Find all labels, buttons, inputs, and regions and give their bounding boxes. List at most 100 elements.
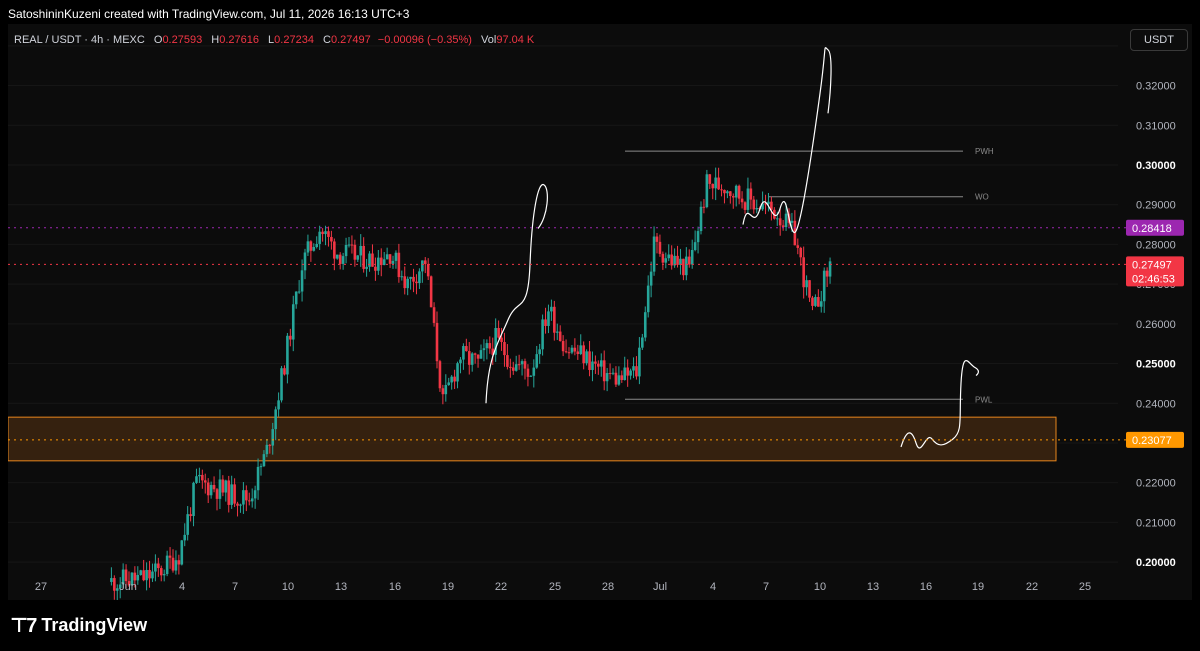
candle-body [491, 348, 495, 355]
candle-body [805, 280, 808, 288]
candle-body [470, 353, 474, 365]
candle-body [673, 255, 676, 266]
candle-body [538, 349, 541, 355]
candle-body [151, 571, 154, 579]
candle-body [685, 256, 688, 276]
candle-body [118, 584, 122, 589]
candle-body [312, 246, 316, 251]
candle-body [591, 361, 594, 370]
candle-body [127, 581, 131, 586]
candle-body [374, 266, 377, 271]
low-value: 0.27234 [274, 34, 314, 46]
candle-body [558, 331, 562, 342]
candle-body [465, 346, 468, 352]
candle-body [720, 189, 723, 191]
candle-body [711, 183, 715, 189]
candle-body [400, 276, 404, 278]
candle-body [500, 337, 503, 343]
candle-body [485, 343, 489, 349]
candle-body [444, 384, 448, 395]
candle-body [154, 563, 157, 572]
candle-body [426, 264, 430, 277]
candle-body [409, 276, 412, 279]
volume-label: Vol [481, 34, 497, 46]
symbol-info[interactable]: REAL / USDT · 4h · MEXC [14, 34, 145, 46]
candle-body [309, 241, 313, 251]
candle-body [110, 578, 113, 582]
candle-body [157, 563, 160, 569]
volume-value: 97.04 K [496, 34, 535, 46]
candle-body [250, 498, 254, 502]
time-tick-label: 7 [763, 581, 769, 593]
candle-body [300, 270, 304, 292]
candle-body [274, 409, 277, 430]
price-tags: 0.28418 0.27497 02:46:53 0.23077 [1126, 219, 1184, 448]
price-tick-label: 0.31000 [1136, 120, 1176, 132]
time-tick-label: 4 [179, 581, 185, 593]
candle-body [811, 297, 814, 306]
currency-button[interactable]: USDT [1130, 29, 1188, 51]
level-label-pwl: PWL [975, 395, 993, 404]
candle-body [608, 373, 612, 375]
candle-body [203, 480, 207, 483]
candle-body [344, 244, 348, 257]
candle-body [737, 185, 741, 199]
close-value: 0.27497 [330, 34, 371, 46]
candle-body [462, 346, 465, 360]
candle-body [148, 569, 151, 579]
candle-body [550, 306, 553, 312]
price-axis[interactable]: 0.330000.320000.310000.300000.290000.280… [1136, 41, 1176, 569]
candle-body [588, 351, 591, 370]
projection-wave [900, 359, 979, 449]
time-tick-label: 13 [867, 581, 879, 593]
price-tick-label: 0.26000 [1136, 319, 1176, 331]
candle-body [415, 281, 418, 284]
candle-body [752, 199, 756, 210]
candle-body [775, 218, 779, 220]
candle-body [635, 366, 638, 377]
candle-body [186, 514, 189, 535]
candle-body [503, 342, 506, 356]
candle-body [429, 276, 433, 308]
candle-body [394, 252, 398, 261]
candle-body [623, 367, 627, 381]
candle-body [277, 400, 280, 410]
candle-body [159, 568, 163, 576]
candle-body [802, 257, 805, 288]
time-tick-label: 22 [495, 581, 507, 593]
close-label: C [323, 34, 331, 46]
candle-body [286, 335, 289, 375]
drawings-layer [485, 47, 979, 449]
candle-body [450, 376, 453, 383]
candle-body [819, 301, 823, 307]
candle-body [749, 188, 753, 200]
candle-body [682, 258, 685, 276]
candle-body [253, 490, 257, 499]
price-tag-bg [1126, 256, 1184, 287]
candle-body [561, 341, 565, 352]
candle-body [629, 370, 632, 376]
candle-body [453, 376, 456, 382]
candle-body [643, 312, 647, 338]
candle-body [406, 278, 409, 289]
level-lines: PWH WO PWL [625, 147, 994, 404]
tradingview-logo: ⊤7 TradingView [10, 612, 147, 638]
candle-body [817, 297, 820, 307]
candle-body [456, 363, 459, 382]
candle-body [599, 360, 603, 367]
time-axis[interactable]: 27 Jun 4 7 10 13 16 19 22 25 28 Jul 4 7 10 13 16 19 22 25 [35, 581, 1091, 593]
price-tick-label: 0.29000 [1136, 200, 1176, 212]
candle-body [177, 560, 181, 565]
candle-body [544, 319, 547, 326]
candle-body [259, 466, 263, 468]
candle-body [808, 280, 811, 298]
candle-body [289, 335, 292, 340]
candle-body [321, 231, 324, 235]
candle-body [268, 444, 272, 446]
candle-body [280, 368, 283, 401]
time-tick-label: 19 [442, 581, 454, 593]
candle-body [799, 247, 803, 258]
candle-body [585, 351, 588, 364]
